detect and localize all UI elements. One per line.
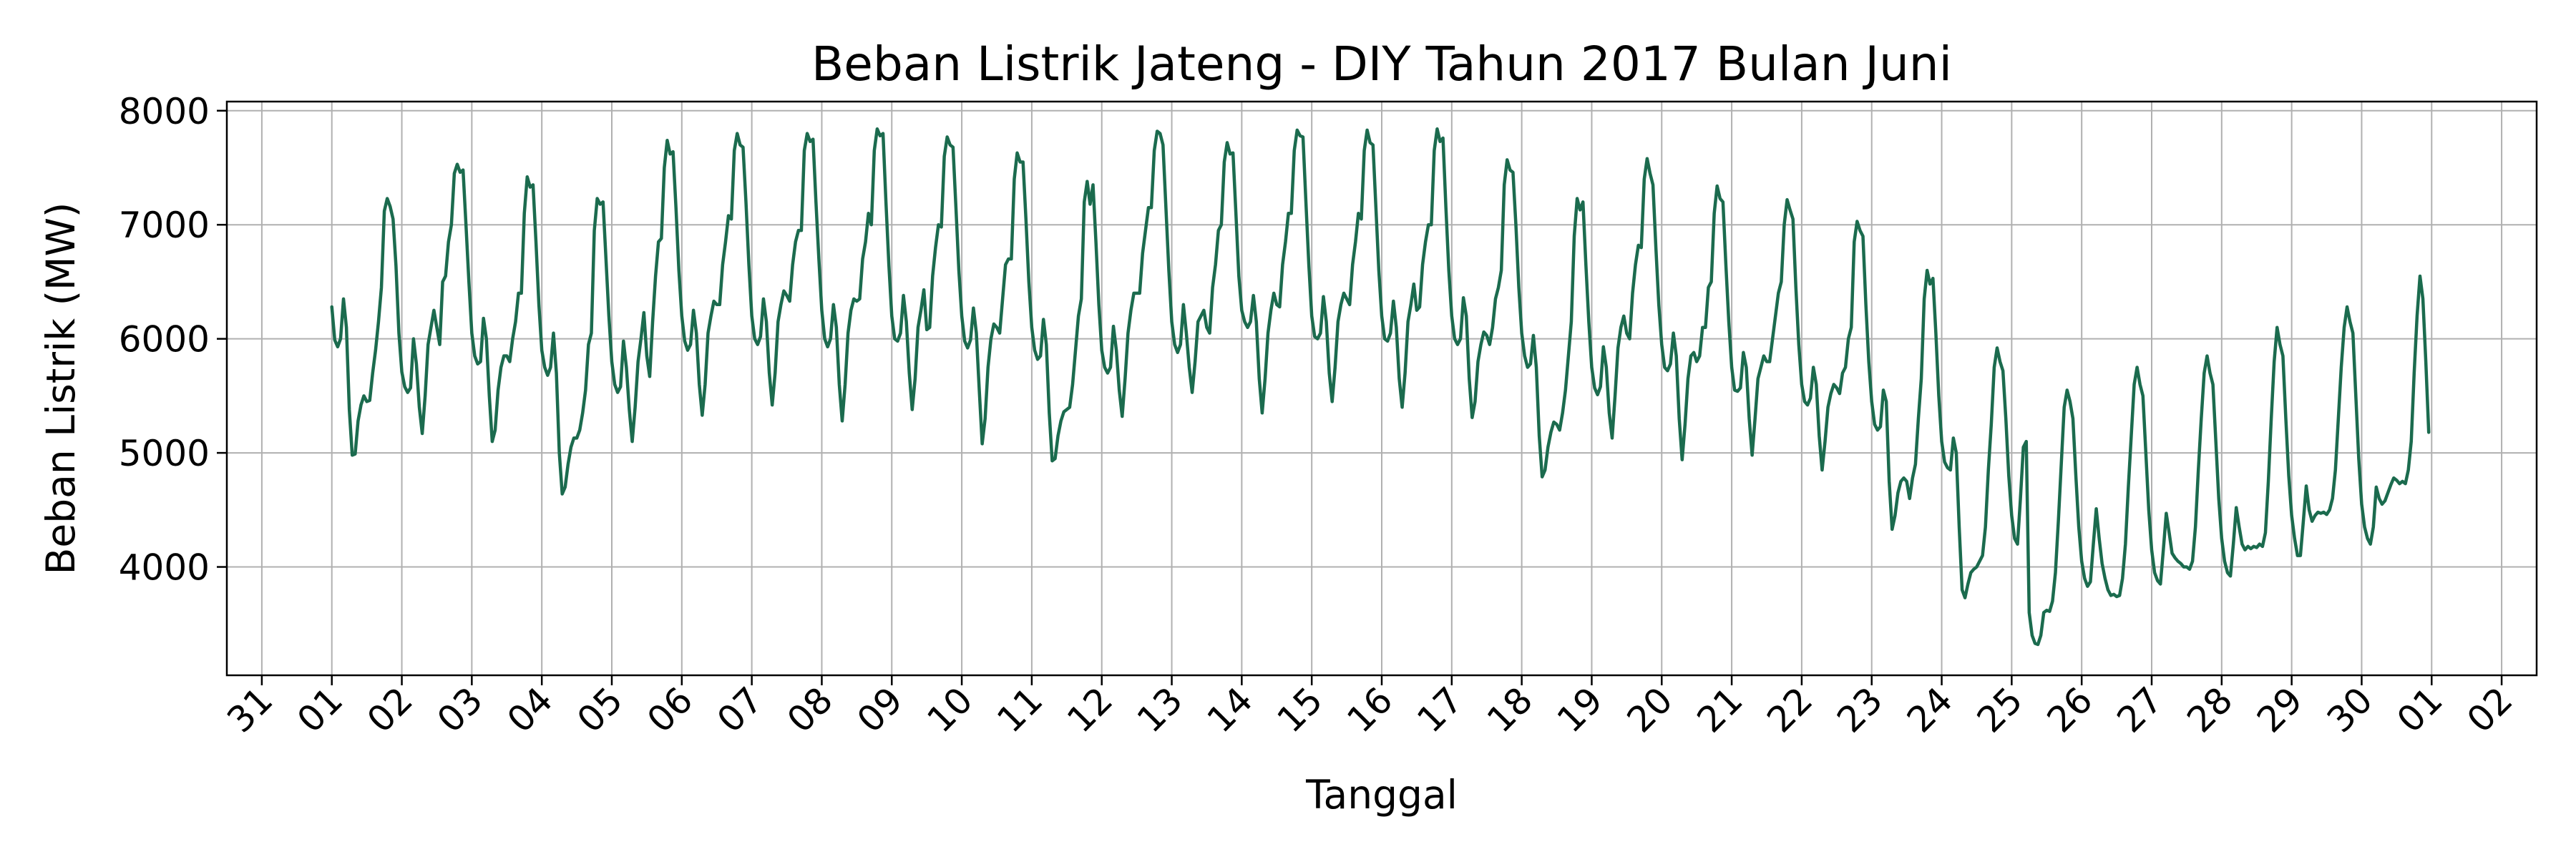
series-line	[330, 127, 2431, 647]
x-tick-label: 07	[709, 679, 771, 740]
y-tick-label: 8000	[119, 91, 210, 132]
x-tick-label: 11	[989, 679, 1050, 740]
x-tick-label: 02	[359, 679, 421, 740]
x-tick-label: 09	[849, 679, 911, 740]
x-tick-label: 19	[1549, 679, 1611, 740]
x-axis-label: Tanggal	[1305, 772, 1458, 818]
x-tick-label: 13	[1129, 679, 1191, 740]
y-tick-label: 7000	[119, 205, 210, 246]
x-tick-label: 21	[1689, 679, 1751, 740]
x-tick-label: 22	[1759, 679, 1820, 740]
chart-title: Beban Listrik Jateng - DIY Tahun 2017 Bu…	[811, 36, 1952, 92]
series-layer	[330, 127, 2431, 647]
x-tick-label: 08	[779, 679, 841, 740]
x-tick-label: 31	[219, 679, 280, 740]
x-tick-label: 20	[1619, 679, 1681, 740]
x-tick-label: 25	[1969, 679, 2031, 740]
y-tick-label: 6000	[119, 319, 210, 361]
x-tick-label: 02	[2459, 679, 2521, 740]
x-tick-label: 06	[639, 679, 701, 740]
y-tick-label: 5000	[119, 433, 210, 474]
x-tick-label: 01	[2389, 679, 2451, 740]
x-tick-label: 30	[2319, 679, 2381, 740]
grid-lines	[227, 102, 2537, 675]
x-tick-label: 15	[1269, 679, 1331, 740]
y-axis: 4000 5000 6000 7000 8000	[119, 91, 227, 589]
x-tick-label: 18	[1479, 679, 1541, 740]
x-tick-label: 29	[2249, 679, 2311, 740]
x-tick-label: 03	[429, 679, 491, 740]
x-tick-label: 14	[1199, 679, 1261, 740]
x-tick-label: 05	[569, 679, 630, 740]
x-tick-label: 01	[289, 679, 351, 740]
x-axis: 31 01 02 03 04 05 06 07 08 09 10 11 12 13 14 15 16 17 18 19…	[219, 675, 2521, 740]
x-tick-label: 10	[919, 679, 981, 740]
y-axis-label: Beban Listrik (MW)	[38, 202, 84, 575]
x-tick-label: 23	[1829, 679, 1890, 740]
x-tick-label: 27	[2109, 679, 2170, 740]
x-tick-label: 16	[1339, 679, 1400, 740]
x-tick-label: 26	[2039, 679, 2101, 740]
x-tick-label: 28	[2179, 679, 2240, 740]
x-tick-label: 12	[1059, 679, 1121, 740]
y-tick-label: 4000	[119, 547, 210, 589]
x-tick-label: 04	[499, 679, 561, 740]
x-tick-label: 24	[1899, 679, 1961, 740]
x-tick-label: 17	[1409, 679, 1470, 740]
